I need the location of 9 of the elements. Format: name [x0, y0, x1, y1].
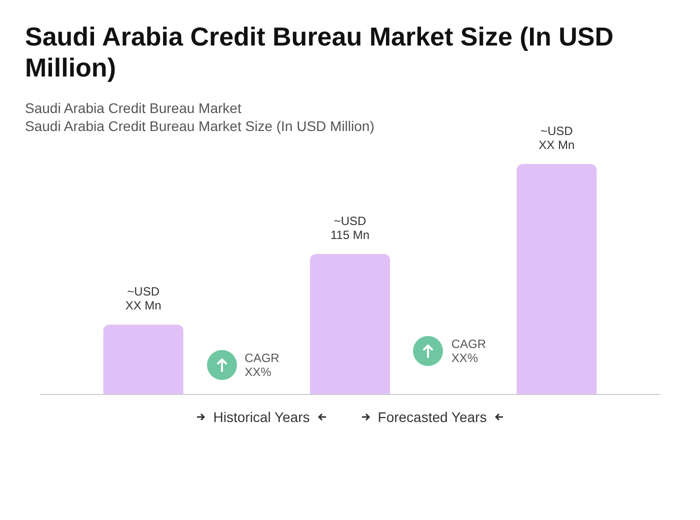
data-label: ~USD XX Mn: [125, 284, 162, 313]
chart-title: Saudi Arabia Credit Bureau Market Size (In USD Million): [25, 22, 621, 82]
data-label: ~USD 115 Mn: [330, 214, 370, 242]
annotation: CAGR XX%: [451, 337, 486, 365]
annotation: CAGR XX%: [244, 351, 280, 379]
text: Forecasted Years: [378, 409, 487, 425]
text: Historical Years: [213, 409, 310, 425]
chart-subtitle: Saudi Arabia Credit Bureau Market Saudi Arabia Credit Bureau Market Size (In USD Million): [25, 100, 374, 134]
data-label: ~USD XX Mn: [538, 124, 575, 152]
